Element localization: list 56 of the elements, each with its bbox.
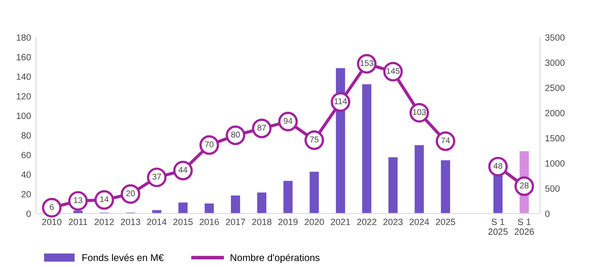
- y-tick-label: 140: [16, 74, 31, 80]
- x-tick-label: 2019: [278, 218, 298, 226]
- x-tick-label: 2015: [173, 218, 193, 226]
- x-tick-label: 2013: [120, 218, 140, 226]
- y-tick-label: 80: [21, 132, 31, 139]
- y-tick-label: 160: [16, 54, 31, 60]
- y2-tick-label: 2000: [545, 110, 565, 116]
- data-label: 87: [257, 124, 266, 131]
- x-tick-label: 2021: [330, 218, 350, 226]
- x-tick-label: 2011: [68, 218, 88, 226]
- data-label: 14: [100, 196, 109, 202]
- y2-tick-label: 3500: [545, 34, 565, 41]
- legend-label: Fonds levés en M€: [82, 254, 164, 262]
- data-label: 13: [74, 197, 82, 204]
- x-tick-label: 2016: [200, 218, 219, 226]
- x-tick-label: 2010: [42, 218, 62, 226]
- y-tick-label: 120: [16, 93, 31, 100]
- y2-tick-label: 500: [545, 185, 560, 192]
- x-tick-label: 2017: [226, 218, 246, 226]
- x-tick-label: 2018: [252, 218, 272, 226]
- y-tick-label: 100: [16, 112, 31, 120]
- y2-tick-label: 0: [545, 210, 550, 217]
- x-tick-label: S 1 2025: [488, 218, 508, 235]
- y-tick-label: 0: [26, 210, 31, 217]
- data-label: 44: [178, 166, 188, 173]
- y2-tick-label: 1000: [546, 160, 565, 167]
- data-label: 28: [520, 182, 529, 188]
- data-label: 70: [205, 141, 214, 148]
- y-tick-label: 180: [16, 34, 31, 41]
- x-tick-label: 2023: [383, 218, 403, 226]
- data-label: 48: [494, 162, 502, 169]
- y2-tick-label: 3000: [545, 60, 565, 66]
- data-label: 20: [126, 190, 135, 196]
- y-tick-label: 60: [22, 152, 31, 158]
- y-tick-label: 20: [22, 190, 31, 198]
- data-label: 114: [334, 98, 347, 104]
- x-tick-label: 2012: [94, 218, 114, 226]
- data-label: 74: [441, 138, 450, 144]
- x-tick-label: S 1 2026: [514, 218, 534, 235]
- data-label: 6: [50, 204, 54, 210]
- data-label: 94: [284, 118, 292, 124]
- x-tick-label: 2025: [436, 218, 456, 226]
- data-label: 103: [412, 109, 426, 115]
- legend-label: Nombre d'opérations: [230, 254, 320, 264]
- data-label: 153: [360, 60, 374, 66]
- y-tick-label: 40: [21, 171, 31, 178]
- x-tick-label: 2024: [410, 218, 430, 226]
- x-tick-label: 2014: [147, 218, 167, 226]
- x-tick-label: 2022: [357, 218, 376, 226]
- y2-tick-label: 1500: [546, 135, 565, 142]
- data-label: 75: [310, 136, 319, 142]
- data-label: 80: [231, 132, 240, 138]
- data-label: 37: [152, 174, 161, 180]
- data-label: 145: [386, 68, 400, 74]
- y2-tick-label: 2500: [545, 84, 565, 92]
- x-tick-label: 2020: [304, 218, 324, 226]
